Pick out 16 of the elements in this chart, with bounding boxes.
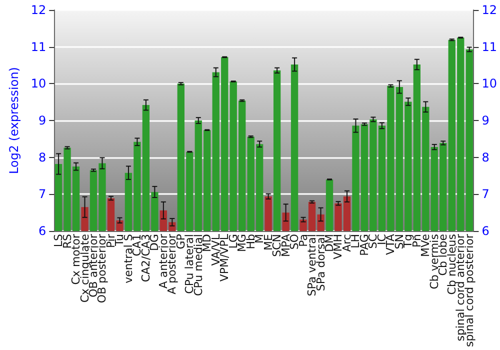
y2-tick-label: 6 — [482, 224, 490, 238]
y-tick-label: 11 — [30, 40, 46, 54]
y-tick-label: 7 — [38, 187, 46, 202]
y2-tick-label: 8 — [482, 150, 490, 164]
y-tick-label: 8 — [38, 150, 46, 164]
y-tick-label: 9 — [38, 114, 46, 128]
y-tick-label: 12 — [30, 3, 46, 17]
y-tick-label: 10 — [30, 76, 46, 91]
y2-tick-label: 12 — [482, 3, 498, 17]
y-tick-label: 6 — [38, 224, 46, 238]
y2-tick-label: 11 — [482, 40, 498, 54]
y2-tick-label: 9 — [482, 114, 490, 128]
y-axis-title: Log2 (expression) — [7, 67, 21, 174]
y2-tick-label: 10 — [482, 76, 498, 91]
y2-tick-label: 7 — [482, 187, 490, 202]
x-tick-label: A posterior — [166, 234, 179, 294]
